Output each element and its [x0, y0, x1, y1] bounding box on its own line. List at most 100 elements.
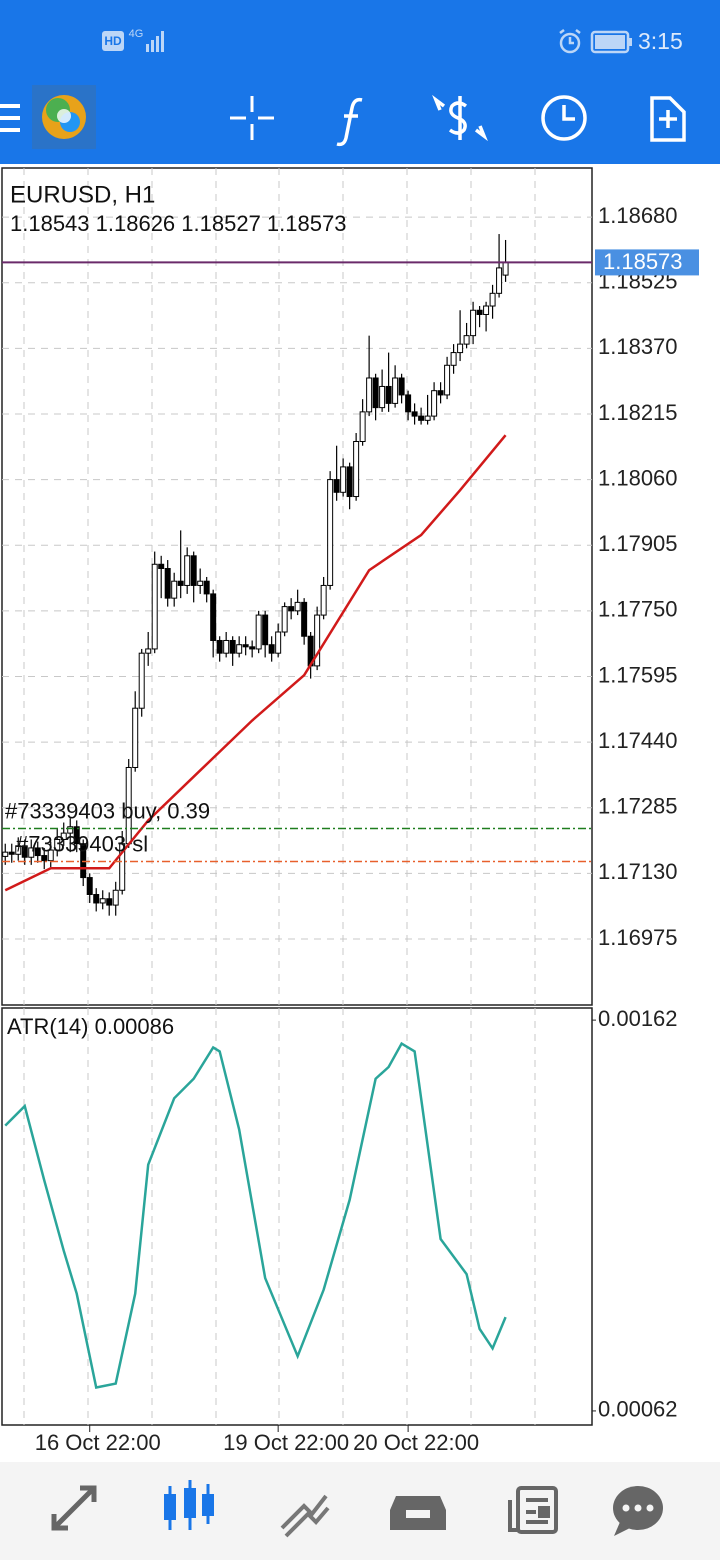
candle-body — [405, 394, 412, 413]
candle-body — [275, 631, 282, 654]
indicators-button[interactable] — [336, 97, 363, 147]
candle-body — [353, 440, 360, 498]
signal-icon — [146, 31, 164, 52]
messages-tab[interactable] — [613, 1486, 663, 1536]
candle-body — [450, 352, 457, 366]
app-bar — [0, 0, 720, 164]
moving-average — [4, 434, 507, 892]
hd-badge: HD — [104, 34, 122, 48]
candle-body — [2, 851, 9, 857]
candle-body — [320, 584, 327, 616]
indicator-line — [4, 1041, 507, 1389]
candle-body — [229, 639, 236, 654]
candle-body — [138, 652, 145, 709]
candle-body — [112, 889, 119, 906]
candle-body — [15, 845, 22, 855]
candle-body — [210, 593, 217, 641]
candle-body — [119, 843, 126, 891]
x-tick-label: 20 Oct 22:00 — [353, 1430, 479, 1455]
candle-body — [398, 377, 405, 396]
candle-body — [496, 267, 503, 294]
y-tick-label: 1.17595 — [598, 662, 678, 687]
candle-body — [184, 555, 191, 586]
alarm-icon — [559, 29, 581, 54]
candle-body — [424, 415, 431, 421]
candle-body — [41, 855, 48, 862]
candle-body — [164, 568, 171, 599]
x-tick-label: 19 Oct 22:00 — [223, 1430, 349, 1455]
menu-button[interactable] — [0, 104, 20, 132]
candle-body — [314, 614, 321, 667]
candle-body — [359, 411, 366, 442]
y-tick-label: 1.16975 — [598, 925, 678, 950]
indicator-title: ATR(14) 0.00086 — [7, 1014, 174, 1039]
new-order-button[interactable] — [650, 96, 686, 142]
clock: 3:15 — [638, 28, 683, 54]
main-panel — [1, 167, 593, 1006]
trade-button[interactable] — [432, 94, 488, 142]
y-tick-label: 1.18370 — [598, 334, 678, 359]
candle-body — [67, 826, 74, 834]
candle-body — [444, 364, 451, 396]
crosshair-button[interactable] — [230, 96, 274, 140]
candle-body — [470, 309, 477, 337]
candle-body — [86, 877, 93, 896]
candle-body — [281, 606, 288, 633]
candle-body — [171, 580, 178, 599]
candle-body — [333, 479, 340, 493]
y-tick-label: 1.17750 — [598, 597, 678, 622]
candle-body — [489, 292, 496, 307]
bid-price-box — [595, 249, 699, 276]
candle-body — [392, 377, 399, 404]
history-tab[interactable] — [390, 1496, 446, 1530]
candle-body — [73, 826, 80, 845]
candle-body — [8, 851, 15, 855]
candle-body — [268, 644, 275, 654]
candle-body — [223, 639, 230, 654]
bottom-nav — [0, 1462, 720, 1560]
y-tick-label: 1.17440 — [598, 728, 678, 753]
candle-body — [418, 415, 425, 421]
chart-title: EURUSD, H1 — [10, 181, 155, 208]
hd-badge-bg — [102, 31, 124, 51]
candle-body — [366, 377, 373, 413]
quotes-tab[interactable] — [51, 1485, 97, 1531]
chart-tab[interactable] — [164, 1480, 214, 1530]
candle-body — [216, 639, 223, 654]
candle-body — [483, 305, 490, 315]
candle-body — [288, 606, 295, 612]
candle-body — [132, 707, 139, 768]
x-tick-label: 16 Oct 22:00 — [35, 1430, 161, 1455]
y-tick-label: 1.18215 — [598, 400, 678, 425]
y-tick-label: 1.18680 — [598, 203, 678, 228]
candle-body — [60, 832, 67, 840]
y-tick-label: 1.17285 — [598, 794, 678, 819]
ohlc-summary: 1.18543 1.18626 1.18527 1.18573 — [10, 211, 346, 236]
plot-layer: #73339403 buy, 0.39 #73339403 sl — [2, 234, 592, 1389]
candle-body — [34, 847, 41, 857]
candle-body — [28, 847, 35, 858]
candle-body — [255, 614, 262, 650]
app-logo[interactable] — [32, 85, 96, 149]
period-button[interactable] — [541, 95, 587, 141]
trade-tab[interactable] — [280, 1494, 330, 1538]
candle-body — [301, 601, 308, 637]
news-tab[interactable] — [508, 1486, 558, 1534]
candle-body — [346, 466, 353, 498]
bid-price-label: 1.18573 — [603, 249, 683, 274]
candle-body — [177, 580, 184, 586]
candle-body — [99, 898, 106, 904]
grid-layer — [2, 168, 592, 1425]
candle-body — [236, 644, 243, 654]
candle-body — [47, 849, 54, 862]
candle-body — [502, 261, 509, 276]
candle-body — [242, 644, 249, 648]
candle-body — [340, 466, 347, 493]
candle-body — [385, 385, 392, 404]
candle-body — [294, 601, 301, 612]
candle-body — [190, 555, 197, 586]
candle-body — [411, 411, 418, 417]
y-tick-label: 1.18060 — [598, 465, 678, 490]
